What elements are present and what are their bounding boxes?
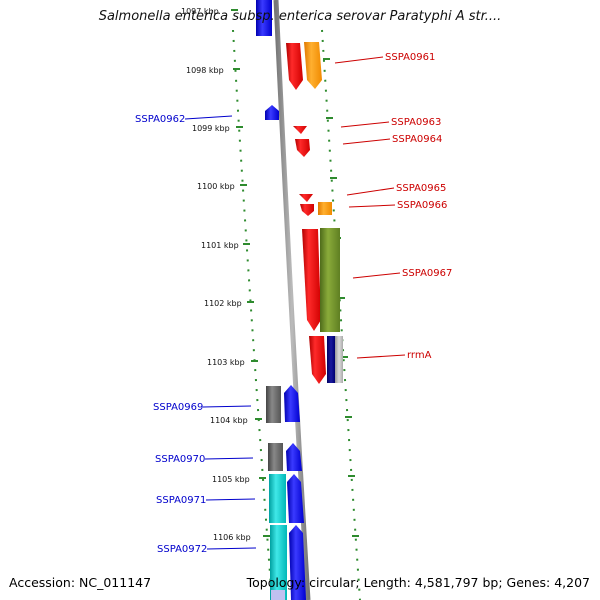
map-title: Salmonella enterica subsp. enterica sero… [98,9,502,24]
gene-sspa0961 [286,43,303,90]
label-rrma: rrmA [407,350,432,361]
gene-sspa0966 [318,202,332,215]
label-sspa0961: SSPA0961 [385,52,435,63]
gene-cyan-2 [270,525,287,600]
gene-sspa0963 [293,126,307,134]
left-leader-lines [184,115,257,550]
kbp-ticks [231,9,270,537]
accession-info: Accession: NC_011147 [9,575,152,590]
kbp-label: 1105 kbp [212,475,250,484]
label-sspa0969: SSPA0969 [153,402,203,413]
label-sspa0970: SSPA0970 [155,454,205,465]
topology-info: Topology: circular; Length: 4,581,797 bp… [246,575,590,590]
gene-olive [320,228,340,332]
gene-sspa0962 [265,105,279,120]
label-sspa0967: SSPA0967 [402,268,452,279]
label-sspa0962: SSPA0962 [135,114,185,125]
label-sspa0971: SSPA0971 [156,495,206,506]
kbp-label: 1099 kbp [192,124,230,133]
gene-gray-2 [268,443,283,471]
gene-sspa0965 [299,194,313,202]
gene-top-blue[interactable] [256,0,272,36]
kbp-label: 1104 kbp [210,416,248,425]
gene-sspa0970 [286,443,302,471]
gene-gray-1 [266,386,281,423]
gene-sspa0972 [289,525,306,600]
gene-sspa0967 [302,229,321,331]
gene-sspa0971 [287,474,304,523]
kbp-label: 1097 kbp [181,7,219,16]
gene-sspa0969 [284,385,300,422]
label-sspa0964: SSPA0964 [392,134,442,145]
gene-rrma [309,336,326,384]
kbp-label: 1102 kbp [204,299,242,308]
gene-cyan-1 [269,474,286,523]
label-sspa0965: SSPA0965 [396,183,446,194]
gene-lightgray [335,336,343,383]
kbp-label: 1101 kbp [201,241,239,250]
kbp-label: 1100 kbp [197,182,235,191]
gene-orange-1 [304,42,322,89]
reverse-genes[interactable] [265,105,306,600]
label-sspa0966: SSPA0966 [397,200,447,211]
kbp-label: 1098 kbp [186,66,224,75]
label-sspa0963: SSPA0963 [391,117,441,128]
right-leader-lines [334,56,406,359]
inner-dotted-ring [232,29,273,600]
left-gene-labels[interactable]: SSPA0962 SSPA0969 SSPA0970 SSPA0971 SSPA… [135,114,207,555]
gene-sspa0964 [295,139,310,157]
label-sspa0972: SSPA0972 [157,544,207,555]
forward-genes[interactable] [286,42,343,384]
gene-navy [327,336,335,383]
gene-lavender [271,590,285,600]
gene-red-small [300,204,314,216]
kbp-label: 1103 kbp [207,358,245,367]
kbp-labels: 1097 kbp 1098 kbp 1099 kbp 1100 kbp 1101… [181,7,251,542]
kbp-label: 1106 kbp [213,533,251,542]
right-gene-labels[interactable]: SSPA0961 SSPA0963 SSPA0964 SSPA0965 SSPA… [385,52,452,361]
outer-dotted-ring [321,29,361,600]
